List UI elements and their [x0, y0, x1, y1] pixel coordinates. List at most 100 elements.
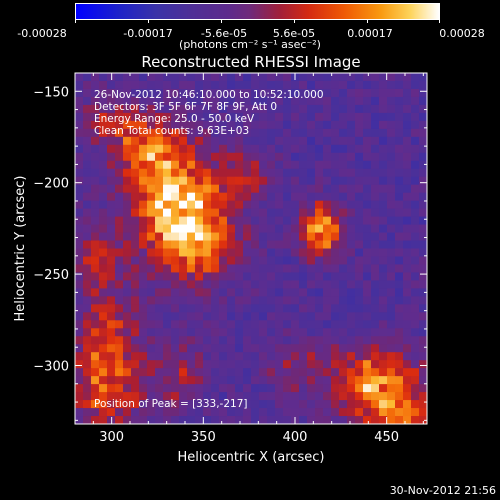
heatmap-cell	[315, 240, 324, 249]
heatmap-cell	[75, 224, 84, 234]
heatmap-cell	[171, 104, 180, 114]
heatmap-cell	[219, 360, 228, 369]
heatmap-cell	[339, 104, 348, 114]
heatmap-cell	[363, 152, 372, 162]
heatmap-cell	[123, 376, 132, 385]
heatmap-cell	[315, 352, 324, 361]
heatmap-cell	[107, 368, 116, 377]
heatmap-cell	[355, 392, 364, 401]
heatmap-cell	[291, 112, 300, 122]
heatmap-cell	[259, 312, 268, 321]
heatmap-cell	[267, 152, 276, 162]
heatmap-cell	[227, 336, 236, 345]
heatmap-cell	[307, 112, 316, 122]
heatmap-cell	[179, 80, 188, 90]
heatmap-cell	[99, 216, 108, 226]
heatmap-cell	[395, 392, 404, 401]
heatmap-cell	[139, 320, 148, 329]
heatmap-cell	[259, 104, 268, 114]
heatmap-cell	[99, 320, 108, 329]
heatmap-cell	[259, 160, 268, 170]
x-tick-label: 300	[99, 430, 124, 445]
heatmap-cell	[307, 288, 316, 297]
heatmap-cell	[147, 73, 156, 82]
heatmap-cell	[195, 216, 204, 226]
heatmap-cell	[107, 400, 116, 409]
heatmap-cell	[355, 248, 364, 257]
heatmap-cell	[147, 88, 156, 98]
heatmap-cell	[147, 392, 156, 401]
heatmap-cell	[195, 200, 204, 210]
heatmap-cell	[275, 168, 284, 178]
heatmap-cell	[411, 384, 420, 393]
heatmap-cell	[147, 80, 156, 90]
heatmap-cell	[99, 400, 108, 409]
heatmap-cell	[299, 296, 308, 305]
heatmap-cell	[315, 160, 324, 170]
heatmap-cell	[171, 144, 180, 154]
heatmap-cell	[403, 168, 412, 178]
heatmap-cell	[323, 240, 332, 249]
heatmap-cell	[195, 384, 204, 393]
heatmap-cell	[131, 120, 140, 130]
heatmap-cell	[267, 296, 276, 305]
heatmap-cell	[83, 400, 92, 409]
heatmap-cell	[283, 104, 292, 114]
heatmap-cell	[187, 160, 196, 170]
heatmap-cell	[195, 408, 204, 417]
heatmap-cell	[347, 128, 356, 138]
heatmap-cell	[123, 192, 132, 202]
heatmap-cell	[171, 408, 180, 417]
heatmap-cell	[379, 128, 388, 138]
heatmap-cell	[179, 296, 188, 305]
heatmap-cell	[251, 200, 260, 210]
heatmap-cell	[99, 240, 108, 249]
heatmap-cell	[315, 360, 324, 369]
heatmap-cell	[339, 73, 348, 82]
heatmap-cell	[355, 304, 364, 313]
heatmap-cell	[227, 272, 236, 281]
heatmap-cell	[171, 208, 180, 218]
heatmap-cell	[395, 88, 404, 98]
heatmap-cell	[275, 104, 284, 114]
heatmap-cell	[379, 344, 388, 353]
heatmap-cell	[243, 328, 252, 337]
heatmap-cell	[203, 224, 212, 234]
heatmap-cell	[171, 224, 180, 234]
heatmap-cell	[227, 320, 236, 329]
heatmap-cell	[403, 336, 412, 345]
heatmap-cell	[251, 384, 260, 393]
colorbar-tick-label: -5.6e-05	[200, 27, 248, 40]
heatmap-cell	[155, 224, 164, 234]
heatmap-cell	[155, 296, 164, 305]
heatmap-cell	[99, 288, 108, 297]
heatmap-cell	[283, 208, 292, 218]
heatmap-cell	[243, 288, 252, 297]
heatmap-cell	[283, 304, 292, 313]
heatmap-cell	[251, 344, 260, 353]
heatmap-cell	[259, 328, 268, 337]
heatmap-cell	[379, 328, 388, 337]
heatmap-cell	[307, 88, 316, 98]
heatmap-cell	[291, 136, 300, 146]
heatmap-cell	[363, 384, 372, 393]
detectors-text: Detectors: 3F 5F 6F 7F 8F 9F, Att 0	[94, 101, 278, 113]
heatmap-cell	[387, 224, 396, 234]
heatmap-cell	[355, 384, 364, 393]
heatmap-cell	[139, 288, 148, 297]
heatmap-cell	[347, 288, 356, 297]
heatmap-cell	[267, 248, 276, 257]
heatmap-cell	[275, 184, 284, 194]
heatmap-cell	[219, 328, 228, 337]
heatmap-cell	[115, 368, 124, 377]
heatmap-cell	[203, 112, 212, 122]
heatmap-cell	[107, 256, 116, 265]
heatmap-cell	[147, 128, 156, 138]
heatmap-cell	[387, 392, 396, 401]
heatmap-cell	[299, 224, 308, 234]
heatmap-cell	[211, 344, 220, 353]
heatmap-cell	[107, 80, 116, 90]
heatmap-cell	[403, 352, 412, 361]
x-tick-label: 350	[191, 430, 216, 445]
heatmap-cell	[187, 184, 196, 194]
